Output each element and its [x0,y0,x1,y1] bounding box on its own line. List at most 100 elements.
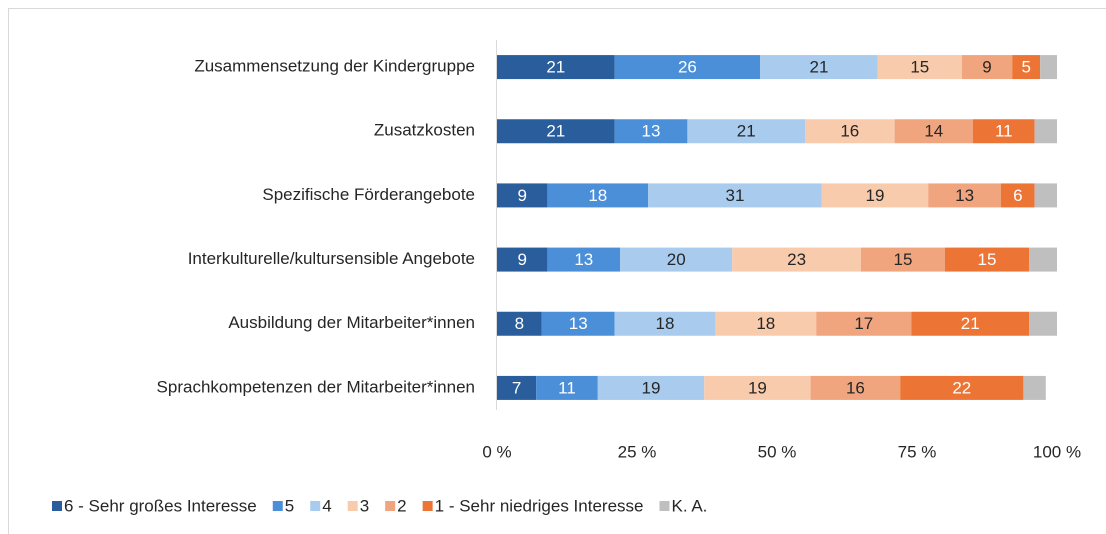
legend-swatch [347,501,358,511]
bar-segment [861,247,945,272]
legend-label: 3 [360,496,369,515]
data-label: 16 [846,378,865,397]
data-label: 21 [546,58,565,77]
bar-segment [821,183,929,208]
bar-segment [536,375,598,400]
category-label: Sprachkompetenzen der Mitarbeiter*innen [157,377,475,396]
legend-label: 1 - Sehr niedriges Interesse [435,496,644,515]
bar-segment [497,55,615,80]
bar-segment [805,119,895,144]
bar-segment [547,247,621,272]
bar-segment [877,55,962,80]
legend-swatch [659,501,670,511]
bar-segment [614,119,688,144]
legend-swatch [385,501,396,511]
bar-segment [900,375,1024,400]
data-label: 21 [546,122,565,141]
data-label: 31 [726,186,745,205]
data-label: 9 [982,58,991,77]
bar-segment [810,375,901,400]
bar-segment [1040,55,1057,80]
data-label: 5 [1021,58,1030,77]
data-label: 13 [569,314,588,333]
bar-segment [1001,183,1035,208]
legend-swatch [272,501,283,511]
category-label: Spezifische Förderangebote [262,185,475,204]
data-label: 9 [517,250,526,269]
bar-segment [894,119,973,144]
data-label: 15 [894,250,913,269]
data-label: 6 [1013,186,1022,205]
data-label: 11 [558,378,576,397]
x-tick-label: 75 % [898,442,937,461]
x-tick-label: 100 % [1033,442,1081,461]
bar-segment [614,55,761,80]
data-label: 13 [642,122,661,141]
data-label: 21 [961,314,980,333]
bar-segment [614,311,716,336]
bar-segment [1023,375,1046,400]
bar-segment [1012,55,1041,80]
legend-label: 2 [397,496,406,515]
legend-label: 4 [322,496,331,515]
data-label: 18 [588,186,607,205]
legend-swatch [310,501,321,511]
bar-segment [816,311,912,336]
data-label: 18 [756,314,775,333]
data-label: 21 [737,122,756,141]
bar-segment [497,119,615,144]
data-label: 19 [642,378,661,397]
bar-segment [704,375,811,400]
category-label: Interkulturelle/kultursensible Angebote [188,249,475,268]
data-label: 21 [810,58,829,77]
data-label: 18 [656,314,675,333]
bar-segment [732,247,861,272]
legend-label: 6 - Sehr großes Interesse [64,496,257,515]
bar-segment [687,119,805,144]
bar-segment [928,183,1001,208]
data-label: 19 [866,186,885,205]
data-label: 11 [995,122,1013,141]
bar-segment [945,247,1029,272]
bar-segment [497,375,537,400]
bar-segment [1034,183,1057,208]
data-label: 23 [787,250,806,269]
bar-segment [760,55,878,80]
bar-segment [1029,311,1057,336]
bar-segment [620,247,733,272]
bar-segment [1034,119,1057,144]
legend-label: K. A. [671,496,707,515]
data-label: 13 [574,250,593,269]
data-label: 17 [854,314,873,333]
category-label: Zusatzkosten [374,121,475,140]
bar-segment [715,311,817,336]
bar-segment [597,375,705,400]
legend-label: 5 [285,496,294,515]
data-label: 15 [910,58,929,77]
bar-segment [497,311,542,336]
data-label: 7 [512,378,521,397]
legend-swatch [422,501,433,511]
bar-segment [497,247,548,272]
bar-segment [541,311,615,336]
bar-segment [547,183,649,208]
data-label: 20 [667,250,686,269]
bar-segment [648,183,822,208]
data-label: 13 [955,186,974,205]
legend-swatch [52,501,62,511]
data-label: 26 [678,58,697,77]
category-label: Zusammensetzung der Kindergruppe [194,57,475,76]
data-label: 14 [924,122,943,141]
bar-segment [973,119,1035,144]
data-label: 8 [515,314,524,333]
x-tick-label: 25 % [618,442,657,461]
x-tick-label: 0 % [482,442,511,461]
data-label: 9 [517,186,526,205]
x-tick-label: 50 % [758,442,797,461]
bar-segment [1029,247,1057,272]
data-label: 15 [978,250,997,269]
category-label: Ausbildung der Mitarbeiter*innen [228,313,475,332]
bar-segment [961,55,1013,80]
bar-segment [497,183,548,208]
